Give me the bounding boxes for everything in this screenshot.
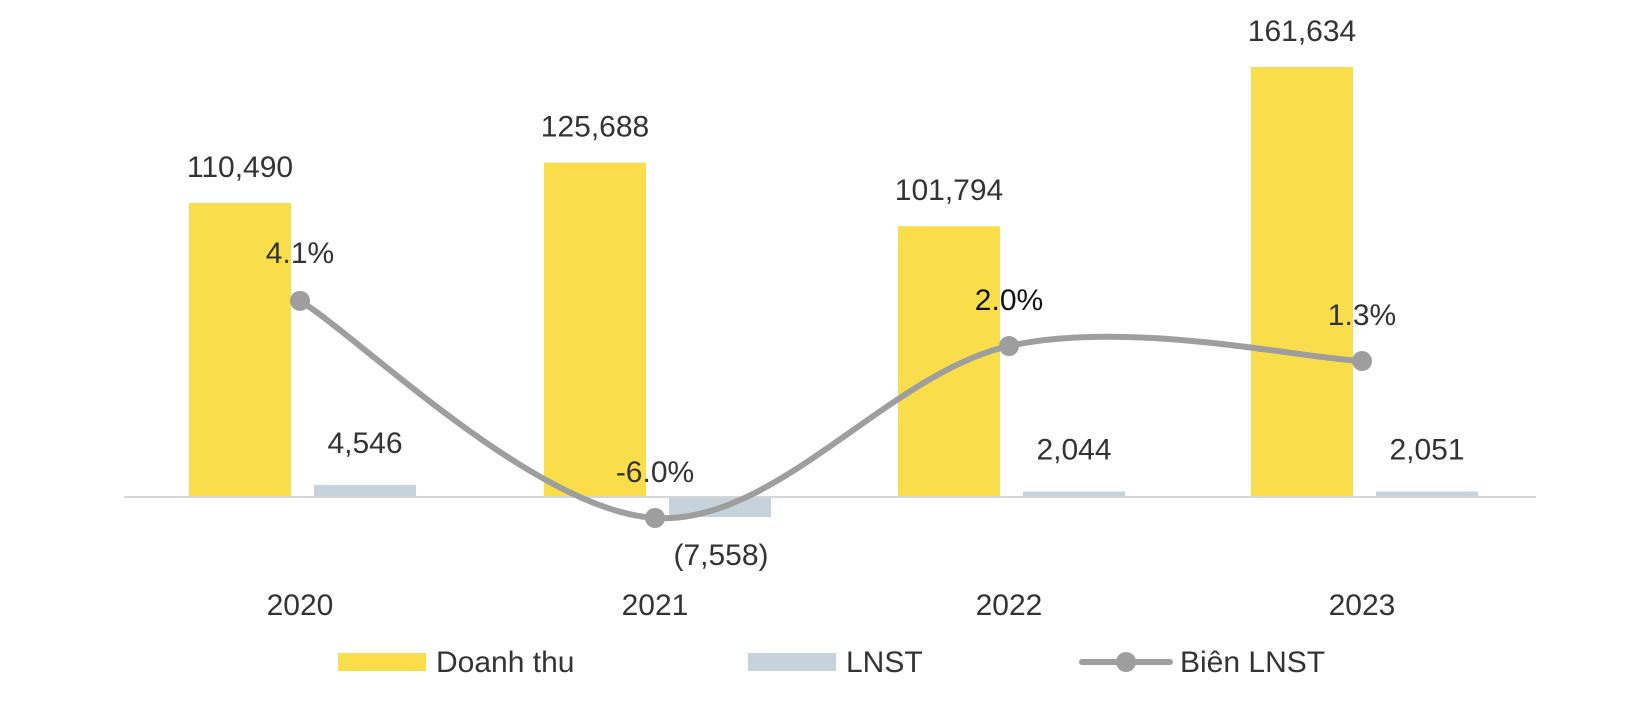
bar-lnst-2020 xyxy=(314,484,416,497)
label-doanh-thu-2023: 161,634 xyxy=(1248,15,1356,48)
label-doanh-thu-2020: 110,490 xyxy=(187,151,293,184)
legend-swatch-lnst xyxy=(748,653,836,671)
x-tick-2023: 2023 xyxy=(1329,589,1396,622)
point-bien-lnst-2020 xyxy=(290,290,310,311)
point-bien-lnst-2021 xyxy=(645,508,665,528)
legend-label-lnst: LNST xyxy=(846,646,923,679)
x-tick-2020: 2020 xyxy=(267,589,334,622)
bar-doanh-thu-2020 xyxy=(189,203,291,497)
legend-marker-bien-lnst xyxy=(1116,652,1136,672)
label-bien-lnst-2020: 4.1% xyxy=(266,237,334,270)
legend-label-bien-lnst: Biên LNST xyxy=(1180,646,1325,679)
point-bien-lnst-2023 xyxy=(1352,351,1372,372)
label-bien-lnst-2021: -6.0% xyxy=(616,456,694,489)
label-bien-lnst-2022: 2.0% xyxy=(975,284,1043,317)
label-lnst-2022: 2,044 xyxy=(1036,434,1111,467)
legend-label-doanh-thu: Doanh thu xyxy=(436,646,574,679)
line-bien-lnst xyxy=(297,297,1365,522)
point-bien-lnst-2022 xyxy=(999,336,1019,356)
legend-swatch-doanh-thu xyxy=(338,653,426,671)
x-tick-2021: 2021 xyxy=(622,589,689,622)
bar-doanh-thu-2022 xyxy=(898,226,1000,498)
bar-lnst-2022 xyxy=(1023,491,1125,497)
label-lnst-2020: 4,546 xyxy=(327,427,402,460)
bar-doanh-thu-2021 xyxy=(544,162,646,497)
label-lnst-2021: (7,558) xyxy=(673,539,768,572)
label-doanh-thu-2022: 101,794 xyxy=(895,174,1003,207)
bar-doanh-thu-2023 xyxy=(1251,67,1353,497)
label-bien-lnst-2023: 1.3% xyxy=(1328,299,1396,332)
label-doanh-thu-2021: 125,688 xyxy=(541,111,649,144)
label-lnst-2023: 2,051 xyxy=(1389,434,1464,467)
x-tick-2022: 2022 xyxy=(976,589,1043,622)
bar-lnst-2023 xyxy=(1376,491,1478,497)
